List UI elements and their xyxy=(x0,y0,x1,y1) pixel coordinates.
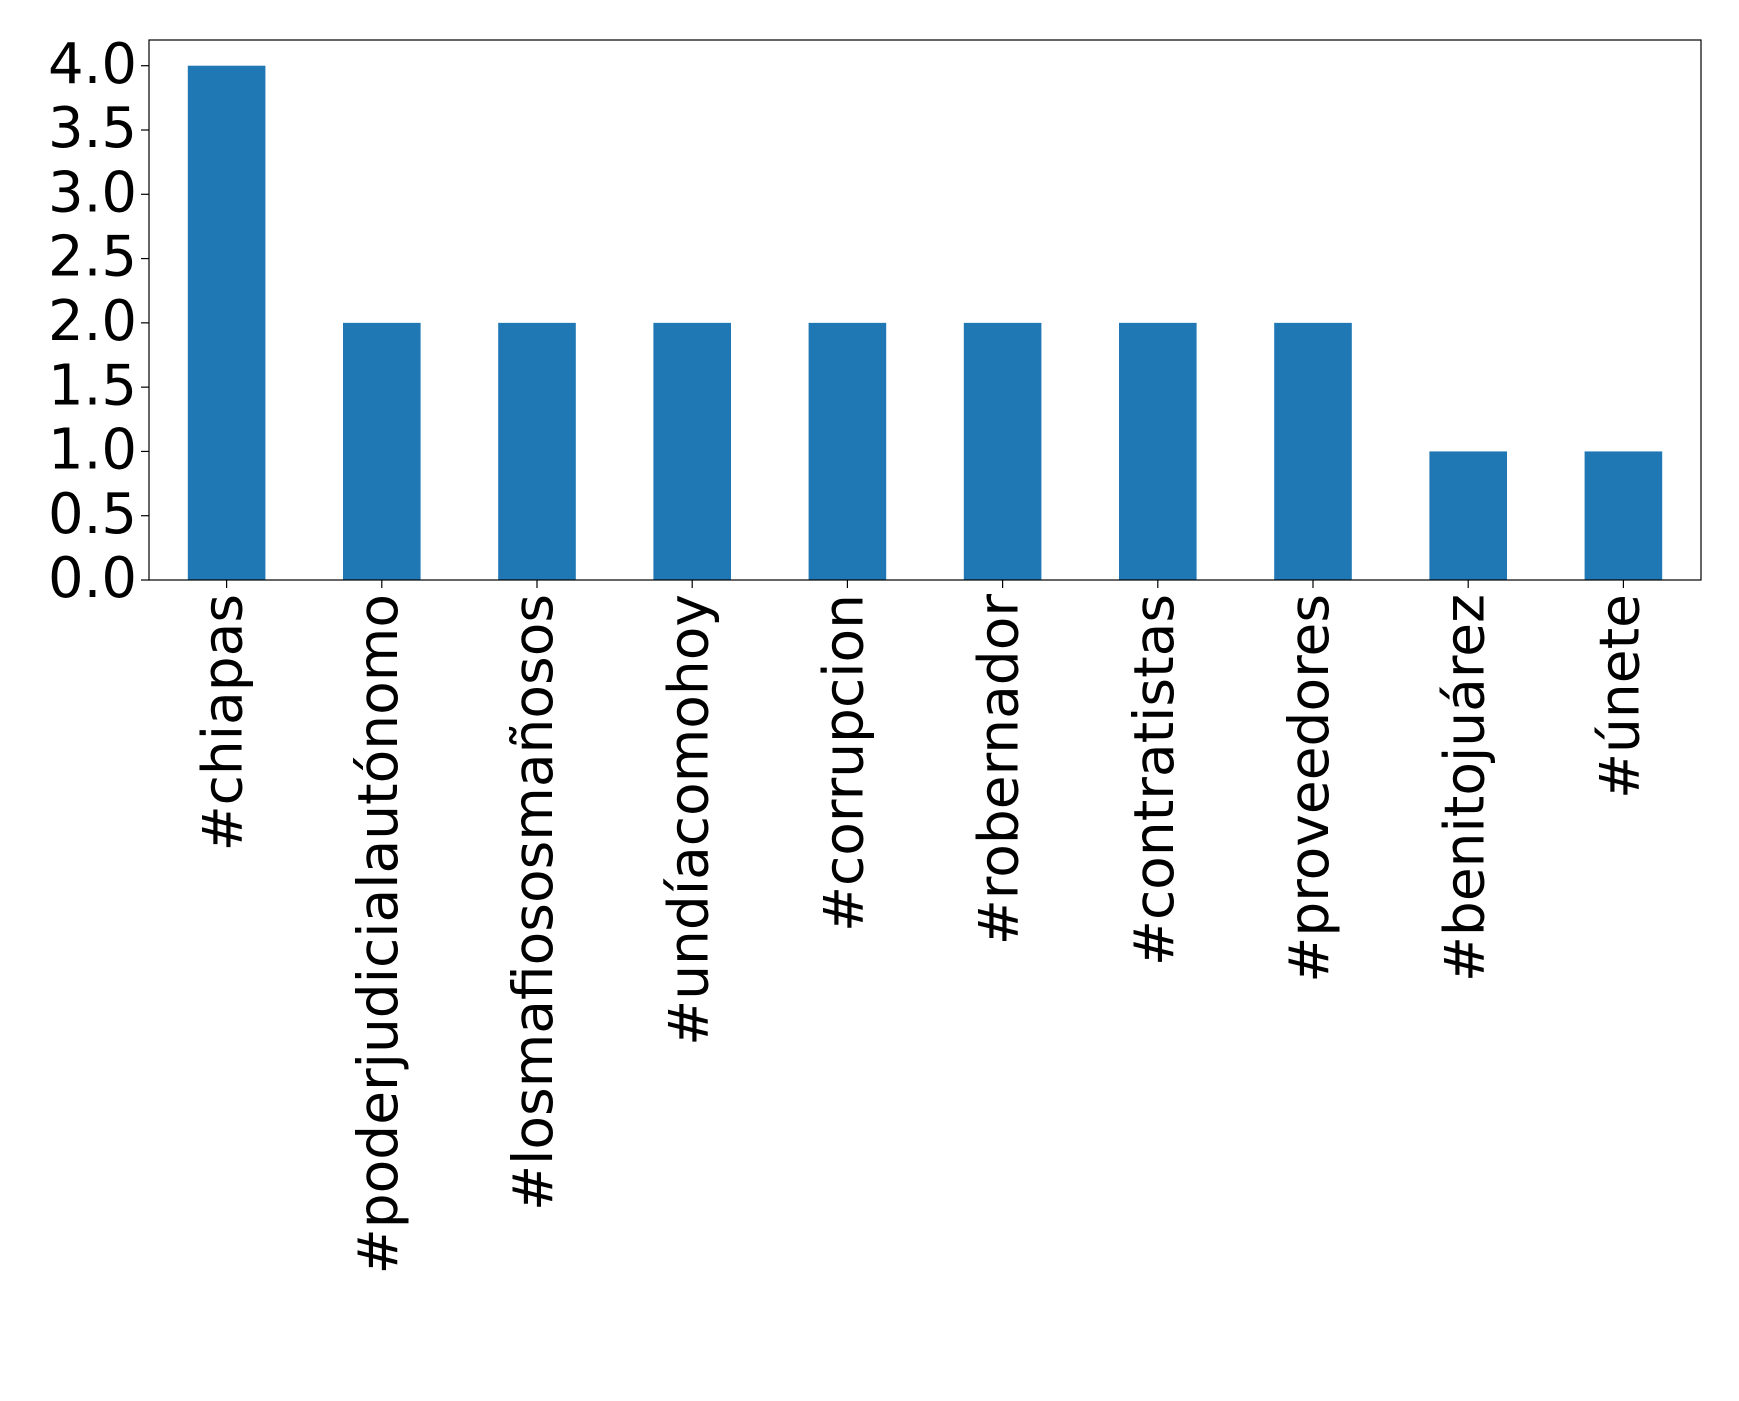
x-tick-label: #benitojuárez xyxy=(1432,594,1496,982)
bar xyxy=(1119,322,1197,580)
y-tick-label: 0.5 xyxy=(48,482,137,547)
y-tick-label: 2.0 xyxy=(48,289,137,354)
bar xyxy=(808,322,887,580)
x-tick-label: #undíacomohoy xyxy=(656,594,720,1046)
x-tick-label: #robernador xyxy=(967,594,1031,946)
y-tick-label: 1.0 xyxy=(48,418,137,483)
y-tick-label: 1.5 xyxy=(48,353,137,418)
bar xyxy=(187,65,266,580)
x-tick-label: #únete xyxy=(1588,594,1652,799)
y-tick-label: 3.5 xyxy=(48,96,137,161)
bar xyxy=(1429,451,1507,580)
x-tick-label: #poderjudicialautónomo xyxy=(346,594,410,1274)
bar xyxy=(343,322,421,580)
y-tick-label: 4.0 xyxy=(48,32,137,97)
x-tick-label: #corrupcion xyxy=(812,594,876,932)
bar xyxy=(1584,451,1663,580)
bar xyxy=(963,322,1042,580)
x-tick-label: #contratistas xyxy=(1122,594,1186,966)
x-tick-label: #proveedores xyxy=(1277,594,1341,983)
y-tick-label: 3.0 xyxy=(48,160,137,225)
x-tick-label: #chiapas xyxy=(191,594,255,851)
bar xyxy=(653,322,731,580)
bar xyxy=(1274,322,1352,580)
y-tick-label: 2.5 xyxy=(48,225,137,290)
x-tick-label: #losmafiososmañosos xyxy=(501,594,565,1211)
plot-frame xyxy=(148,39,1702,581)
y-tick-label: 0.0 xyxy=(48,546,137,611)
bar xyxy=(498,322,576,580)
